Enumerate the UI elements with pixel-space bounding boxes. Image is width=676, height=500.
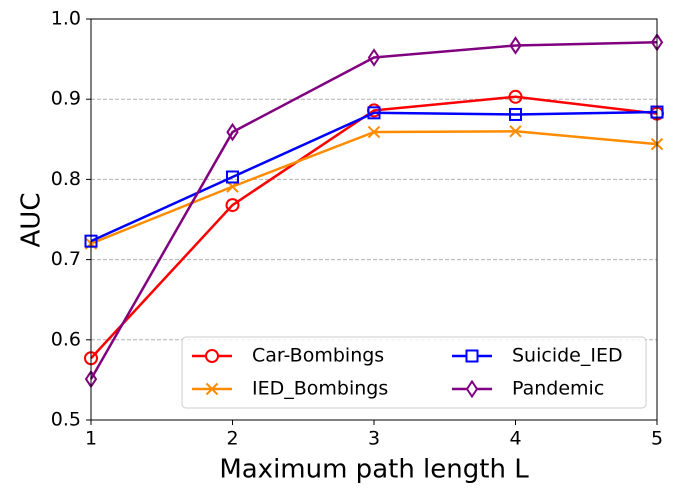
y-tick-label: 0.5 <box>51 409 81 431</box>
y-tick-label: 1.0 <box>51 8 81 30</box>
x-tick-label: 4 <box>509 428 521 450</box>
marker <box>465 349 479 363</box>
legend-label: IED_Bombings <box>252 378 388 400</box>
marker <box>225 198 240 213</box>
x-tick-label: 1 <box>85 428 97 450</box>
series-line <box>90 110 658 243</box>
marker <box>205 349 219 363</box>
y-tick-label: 0.8 <box>51 168 81 190</box>
y-axis-label: AUC <box>17 193 47 248</box>
marker <box>226 122 239 142</box>
x-tick-label: 2 <box>226 428 238 450</box>
marker <box>226 170 239 184</box>
marker <box>205 382 219 396</box>
x-axis-label: Maximum path length L <box>219 455 529 485</box>
y-tick-label: 0.9 <box>51 88 81 110</box>
marker <box>509 107 522 121</box>
marker <box>509 36 522 55</box>
plot-frame <box>90 18 658 421</box>
legend: Car-Bombings IED_Bombings Suicide_IED Pande… <box>181 336 647 409</box>
legend-label: Suicide_IED <box>512 345 623 367</box>
marker <box>509 125 522 138</box>
legend-label: Car-Bombings <box>252 345 384 367</box>
series-line <box>90 95 658 360</box>
series-line <box>90 130 658 245</box>
legend-box <box>181 336 647 409</box>
marker <box>367 125 381 139</box>
marker <box>508 89 523 104</box>
x-tick-label: 3 <box>368 428 380 450</box>
series-line <box>89 41 658 380</box>
marker <box>367 48 381 67</box>
y-tick-label: 0.7 <box>51 248 81 270</box>
x-tick-label: 5 <box>651 428 663 450</box>
marker <box>367 106 381 120</box>
marker <box>465 379 479 399</box>
y-tick-label: 0.6 <box>51 328 81 350</box>
legend-label: Pandemic <box>512 378 604 400</box>
